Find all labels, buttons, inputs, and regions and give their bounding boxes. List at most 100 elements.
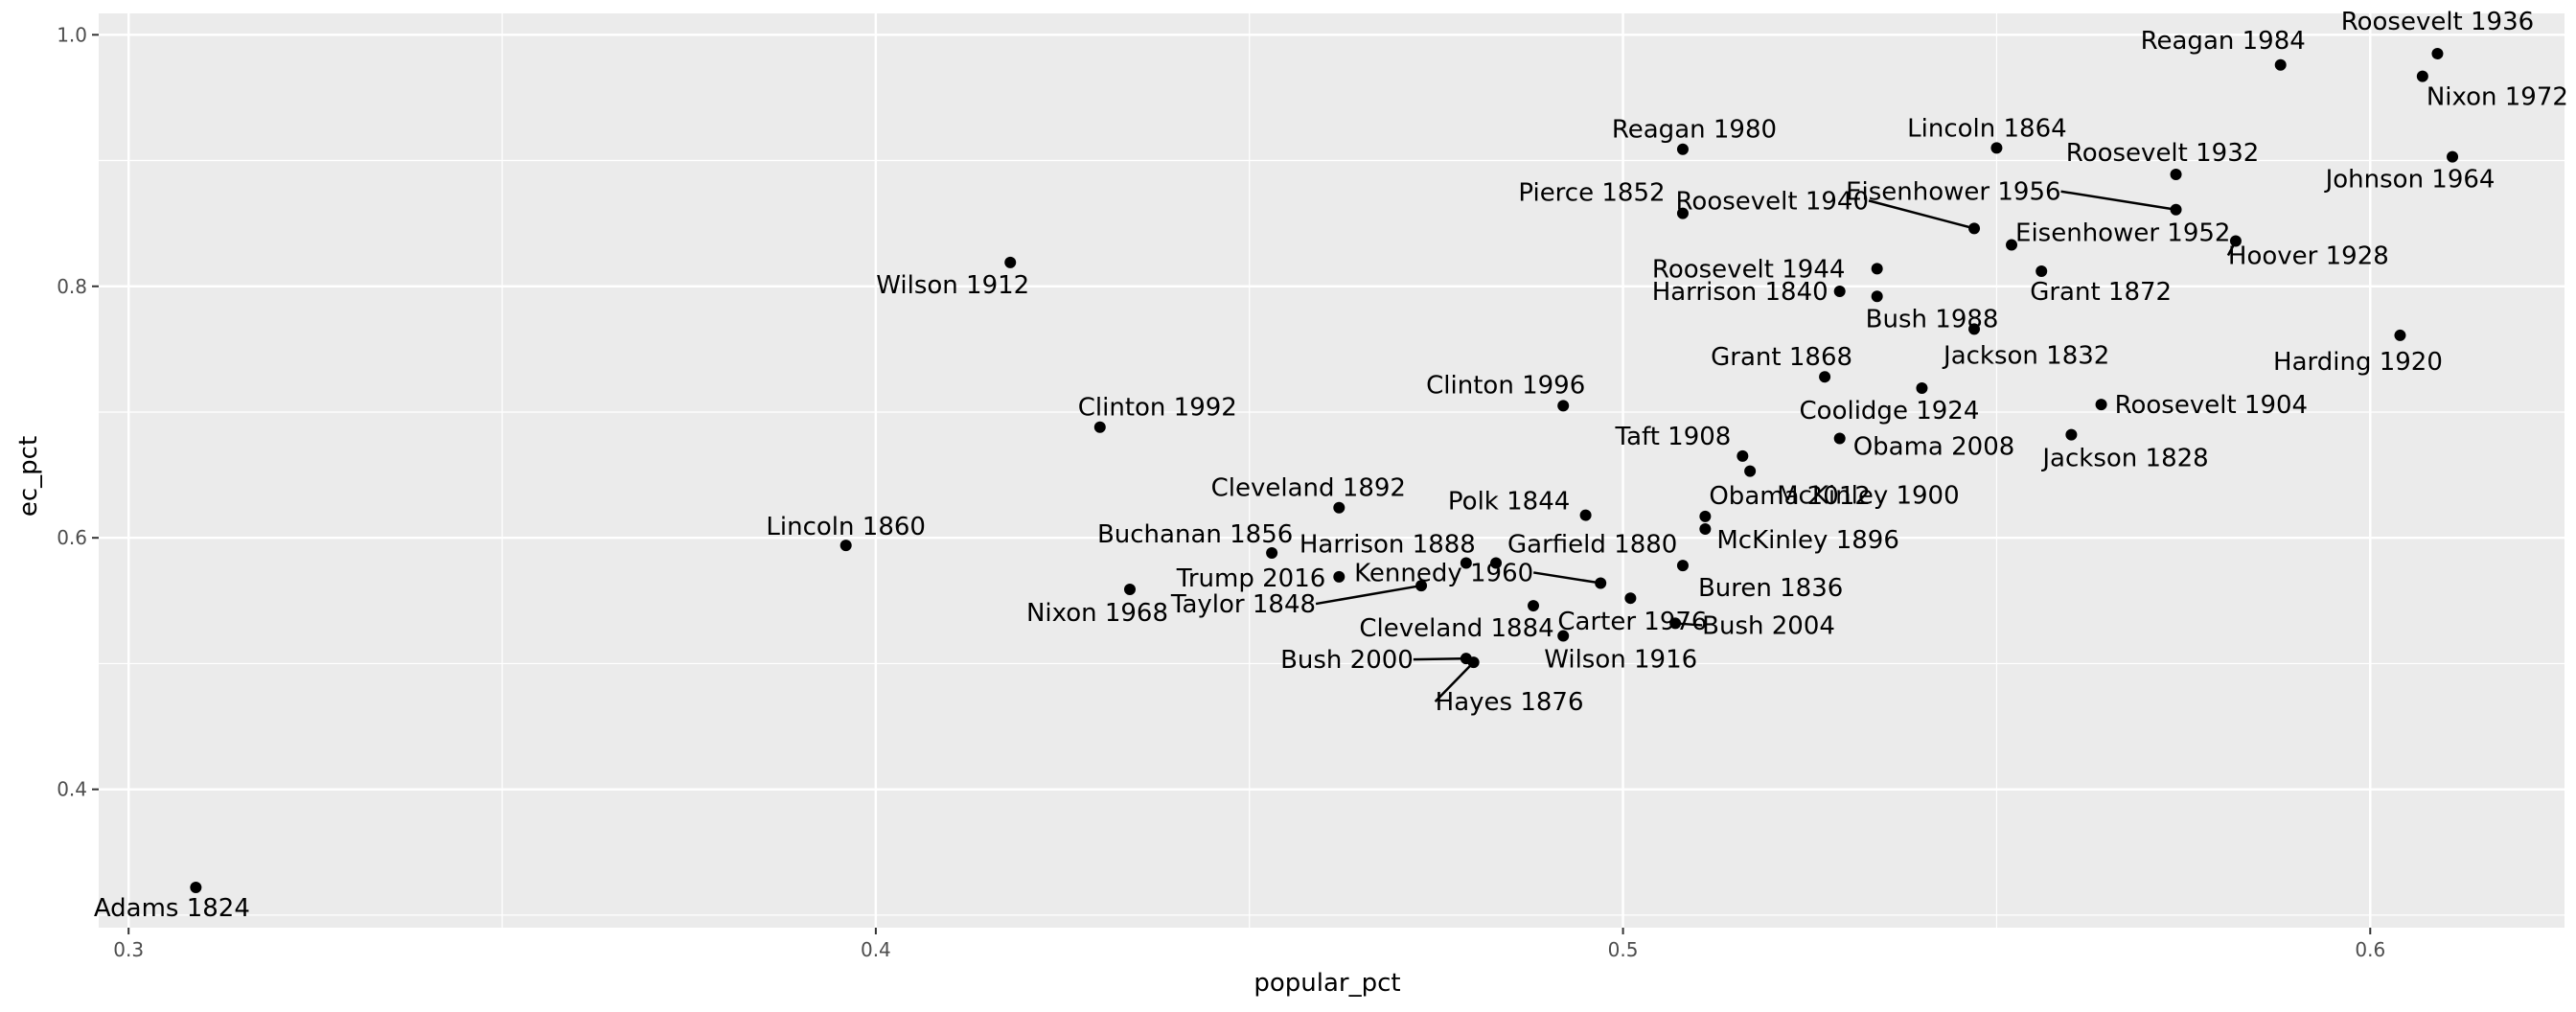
x-tick-label: 0.3 <box>113 938 144 961</box>
point-wilson-1916 <box>1557 630 1570 642</box>
point-hoover-1928 <box>2229 235 2242 247</box>
point-mckinley-1896 <box>1699 523 1712 536</box>
point-pierce-1852 <box>1676 207 1689 219</box>
label-leader-lines <box>1315 190 2238 702</box>
label-adams-1824: Adams 1824 <box>94 894 250 923</box>
label-harding-1920: Harding 1920 <box>2273 348 2443 377</box>
point-trump-2016 <box>1333 570 1346 583</box>
label-hayes-1876: Hayes 1876 <box>1436 688 1584 717</box>
point-mckinley-1900 <box>1744 465 1757 477</box>
label-roosevelt-1932: Roosevelt 1932 <box>2066 139 2260 168</box>
point-grant-1872 <box>2036 265 2048 278</box>
point-labels: Roosevelt 1936 Reagan 1984 Nixon 1972 Reaga… <box>94 8 2568 923</box>
point-bush-1988 <box>1871 290 1883 303</box>
y-axis-title: ec_pct <box>14 436 43 517</box>
label-johnson-1964: Johnson 1964 <box>2324 166 2496 195</box>
label-nixon-1968: Nixon 1968 <box>1026 599 1168 628</box>
label-bush-1988: Bush 1988 <box>1866 305 1999 334</box>
label-grant-1872: Grant 1872 <box>2030 278 2172 307</box>
x-axis-title: popular_pct <box>1254 969 1400 998</box>
y-tick-label: 0.6 <box>57 526 87 549</box>
label-reagan-1984: Reagan 1984 <box>2141 27 2306 56</box>
label-buren-1836: Buren 1836 <box>1698 574 1843 603</box>
point-bush-2004 <box>1669 617 1682 630</box>
y-tick-label: 1.0 <box>57 23 87 46</box>
point-coolidge-1924 <box>1916 382 1928 395</box>
label-clinton-1992: Clinton 1992 <box>1078 394 1237 423</box>
label-roosevelt-1936: Roosevelt 1936 <box>2341 8 2535 36</box>
label-mckinley-1900: McKinley 1900 <box>1777 482 1960 511</box>
point-roosevelt-1936 <box>2431 47 2444 59</box>
label-reagan-1980: Reagan 1980 <box>1612 116 1777 145</box>
label-roosevelt-1904: Roosevelt 1904 <box>2115 391 2309 420</box>
point-nixon-1968 <box>1123 584 1136 596</box>
point-kennedy-1960 <box>1595 577 1607 589</box>
label-carter-1976: Carter 1976 <box>1557 608 1707 636</box>
point-eisenhower-1952 <box>2006 239 2018 251</box>
label-kennedy-1960: Kennedy 1960 <box>1354 559 1533 587</box>
point-clinton-1996 <box>1557 400 1570 412</box>
label-bush-2000: Bush 2000 <box>1280 646 1414 675</box>
point-jackson-1828 <box>2065 428 2078 441</box>
x-tick-label: 0.5 <box>1608 938 1639 961</box>
point-hayes-1876 <box>1467 656 1480 669</box>
point-carter-1976 <box>1624 592 1637 605</box>
label-cleveland-1892: Cleveland 1892 <box>1211 474 1406 503</box>
label-harrison-1840: Harrison 1840 <box>1652 278 1828 307</box>
point-polk-1844 <box>1579 509 1592 521</box>
point-garfield-1880 <box>1490 557 1503 569</box>
point-taft-1908 <box>1736 449 1749 462</box>
point-buren-1836 <box>1676 560 1689 572</box>
label-polk-1844: Polk 1844 <box>1448 488 1570 517</box>
point-nixon-1972 <box>2416 70 2428 82</box>
label-obama-2008: Obama 2008 <box>1853 433 2015 462</box>
label-jackson-1828: Jackson 1828 <box>2040 445 2208 473</box>
label-cleveland-1884: Cleveland 1884 <box>1359 614 1553 643</box>
point-clinton-1992 <box>1093 421 1106 433</box>
point-roosevelt-1932 <box>2170 168 2182 180</box>
label-pierce-1852: Pierce 1852 <box>1518 179 1665 208</box>
plot-panel <box>99 13 2564 928</box>
label-garfield-1880: Garfield 1880 <box>1507 530 1677 559</box>
label-wilson-1912: Wilson 1912 <box>876 271 1029 300</box>
label-taylor-1848: Taylor 1848 <box>1170 590 1316 619</box>
point-adams-1824 <box>190 882 202 894</box>
leader-bush-2000 <box>1413 656 1466 661</box>
label-lincoln-1860: Lincoln 1860 <box>766 513 926 541</box>
leader-eisenhower-1956 <box>2060 190 2176 211</box>
label-eisenhower-1952: Eisenhower 1952 <box>2015 218 2230 247</box>
label-grant-1868: Grant 1868 <box>1711 343 1852 372</box>
leader-roosevelt-1940 <box>1868 199 1975 230</box>
leader-kennedy-1960 <box>1532 571 1601 585</box>
point-harrison-1840 <box>1833 286 1846 298</box>
point-cleveland-1884 <box>1528 600 1540 612</box>
point-obama-2012 <box>1699 510 1712 522</box>
label-obama-2012: Obama 2012 <box>1709 482 1871 511</box>
leader-hayes-1876 <box>1434 661 1475 702</box>
label-roosevelt-1944: Roosevelt 1944 <box>1652 255 1846 284</box>
minor-gridlines <box>99 13 2564 928</box>
point-harding-1920 <box>2394 329 2406 341</box>
label-trump-2016: Trump 2016 <box>1176 564 1326 593</box>
label-lincoln-1864: Lincoln 1864 <box>1907 114 2067 143</box>
y-tick-label: 0.4 <box>57 778 87 801</box>
label-roosevelt-1940: Roosevelt 1940 <box>1676 187 1870 216</box>
point-johnson-1964 <box>2447 150 2459 163</box>
label-buchanan-1856: Buchanan 1856 <box>1097 520 1293 549</box>
point-jackson-1832 <box>1968 323 1981 335</box>
point-lincoln-1860 <box>840 540 852 552</box>
point-wilson-1912 <box>1004 256 1017 268</box>
label-taft-1908: Taft 1908 <box>1614 423 1731 451</box>
y-tick-label: 0.8 <box>57 275 87 298</box>
point-harrison-1888 <box>1460 557 1472 569</box>
major-gridlines <box>99 13 2564 928</box>
point-buchanan-1856 <box>1266 546 1278 559</box>
point-reagan-1980 <box>1676 143 1689 155</box>
label-hoover-1928: Hoover 1928 <box>2228 242 2389 271</box>
point-obama-2008 <box>1833 432 1846 445</box>
point-taylor-1848 <box>1415 580 1428 592</box>
point-roosevelt-1940 <box>1968 222 1981 235</box>
point-roosevelt-1944 <box>1871 263 1883 275</box>
x-tick-label: 0.4 <box>861 938 891 961</box>
